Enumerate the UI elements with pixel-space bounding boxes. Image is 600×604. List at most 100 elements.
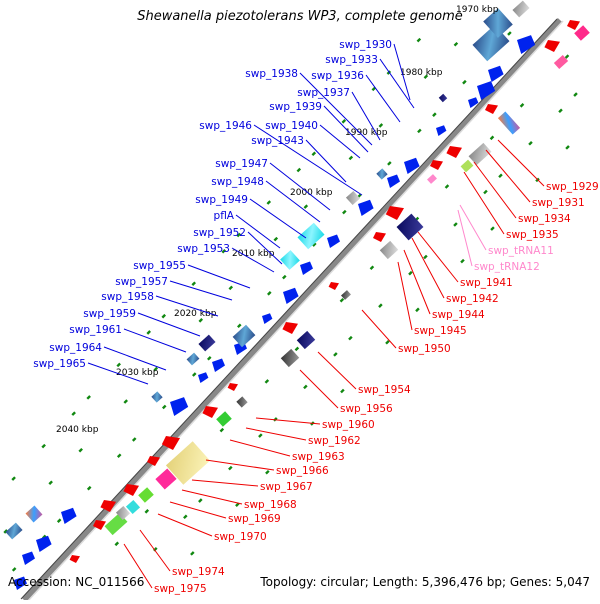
reverse-gene-label[interactable]: swp_1954 — [358, 384, 411, 396]
forward-gene-block — [232, 324, 256, 348]
tick-dot — [311, 151, 317, 157]
forward-gene-label[interactable]: swp_1964 — [49, 342, 102, 354]
scale-label: 1980 kbp — [400, 68, 443, 78]
tick-dot — [228, 465, 233, 471]
reverse-gene-label[interactable]: swp_1945 — [414, 325, 467, 337]
forward-gene-arrow — [36, 535, 52, 552]
tick-dot — [507, 31, 512, 36]
forward-gene-arrow — [22, 551, 35, 565]
trna-gene-label[interactable]: swp_tRNA11 — [488, 245, 554, 257]
reverse-leader-line — [473, 161, 517, 219]
forward-leader-line — [247, 231, 283, 265]
reverse-gene-label[interactable]: swp_1942 — [446, 293, 499, 305]
scale-label: 2000 kbp — [290, 188, 333, 198]
reverse-gene-arrow — [147, 456, 160, 466]
tick-dot — [198, 318, 204, 323]
forward-gene-label[interactable]: swp_1959 — [83, 308, 136, 320]
reverse-gene-arrow — [544, 40, 560, 52]
forward-gene-label[interactable]: swp_1948 — [211, 176, 264, 188]
reverse-leader-line — [229, 439, 291, 457]
reverse-leader-line — [169, 501, 227, 519]
reverse-gene-label[interactable]: swp_1967 — [260, 481, 313, 493]
reverse-gene-block — [115, 505, 131, 521]
forward-gene-label[interactable]: swp_1952 — [193, 227, 246, 239]
forward-gene-label[interactable]: swp_1930 — [339, 39, 392, 51]
reverse-gene-label[interactable]: swp_1974 — [172, 566, 225, 578]
tick-dot — [519, 103, 525, 108]
tick-dot — [116, 362, 121, 368]
reverse-leader-line — [181, 489, 243, 505]
reverse-gene-arrow — [328, 282, 339, 290]
reverse-gene-arrow — [385, 206, 404, 220]
tick-dot — [483, 189, 488, 195]
forward-gene-label[interactable]: swp_1953 — [177, 243, 230, 255]
reverse-gene-label[interactable]: swp_1956 — [340, 403, 393, 415]
backbone-highlight — [26, 20, 564, 603]
reverse-gene-label[interactable]: swp_1941 — [460, 277, 513, 289]
tick-dot — [3, 529, 8, 534]
reverse-gene-label[interactable]: swp_1963 — [292, 451, 345, 463]
forward-gene-label[interactable]: swp_1955 — [133, 260, 186, 272]
forward-gene-label[interactable]: pflA — [214, 210, 235, 222]
gene-labels: swp_1930 swp_1933 swp_1936 swp_1938 swp_1937… — [33, 39, 598, 595]
reverse-gene-label[interactable]: swp_1969 — [228, 513, 281, 525]
reverse-gene-label[interactable]: swp_1950 — [398, 343, 451, 355]
forward-gene-label[interactable]: swp_1936 — [311, 70, 364, 82]
tick-dot — [341, 119, 347, 124]
forward-gene-arrow — [61, 507, 77, 524]
forward-gene-label[interactable]: swp_1957 — [115, 276, 168, 288]
forward-gene-label[interactable]: swp_1961 — [69, 324, 122, 336]
reverse-gene-block — [138, 487, 154, 503]
reverse-gene-label[interactable]: swp_1944 — [432, 309, 485, 321]
scale-label: 2030 kbp — [116, 368, 159, 378]
forward-leader-line — [187, 264, 251, 289]
forward-gene-arrow — [436, 125, 447, 136]
tick-dot — [144, 509, 150, 514]
forward-gene-label[interactable]: swp_1947 — [215, 158, 268, 170]
reverse-gene-label[interactable]: swp_1935 — [506, 229, 559, 241]
feature-blocks — [5, 0, 590, 590]
forward-gene-label[interactable]: swp_1949 — [195, 194, 248, 206]
reverse-gene-arrow — [227, 383, 238, 391]
reverse-gene-label[interactable]: swp_1975 — [154, 583, 207, 595]
reverse-gene-label[interactable]: swp_1968 — [244, 499, 297, 511]
reverse-gene-block — [165, 441, 211, 485]
reverse-leader-line — [255, 417, 321, 425]
forward-gene-label[interactable]: swp_1937 — [297, 87, 350, 99]
tick-dot — [528, 141, 533, 146]
tick-dot — [56, 518, 62, 523]
tick-dot — [565, 145, 570, 150]
forward-gene-arrow — [468, 97, 479, 108]
tick-dot — [303, 384, 308, 390]
trna-gene-label[interactable]: swp_tRNA12 — [474, 261, 540, 273]
forward-gene-label[interactable]: swp_1933 — [325, 54, 378, 66]
tick-dot — [417, 128, 422, 134]
forward-gene-arrow — [488, 65, 504, 82]
forward-gene-label[interactable]: swp_1958 — [101, 291, 154, 303]
tick-dot — [221, 248, 227, 254]
forward-gene-label[interactable]: swp_1946 — [199, 120, 252, 132]
reverse-gene-label[interactable]: swp_1962 — [308, 435, 361, 447]
tick-dot — [573, 92, 578, 97]
forward-gene-label[interactable]: swp_1939 — [269, 101, 322, 113]
forward-gene-label[interactable]: swp_1940 — [265, 120, 318, 132]
reverse-gene-arrow — [430, 160, 443, 170]
tick-dot — [432, 112, 437, 117]
reverse-gene-label[interactable]: swp_1931 — [532, 197, 585, 209]
forward-gene-label[interactable]: swp_1943 — [251, 135, 304, 147]
forward-gene-label[interactable]: swp_1938 — [245, 68, 298, 80]
reverse-gene-arrow — [69, 555, 80, 563]
reverse-gene-label[interactable]: swp_1934 — [518, 213, 571, 225]
reverse-gene-label[interactable]: swp_1960 — [322, 419, 375, 431]
forward-leader-line — [123, 328, 187, 353]
accession-text: Accession: NC_011566 — [8, 575, 145, 589]
tick-dot — [408, 270, 413, 276]
tick-dot — [342, 209, 347, 215]
reverse-gene-block — [216, 411, 232, 427]
reverse-gene-block — [125, 499, 141, 515]
reverse-gene-label[interactable]: swp_1970 — [214, 531, 267, 543]
tick-dot — [453, 41, 459, 47]
forward-gene-label[interactable]: swp_1965 — [33, 358, 86, 370]
reverse-gene-label[interactable]: swp_1929 — [546, 181, 599, 193]
reverse-gene-label[interactable]: swp_1966 — [276, 465, 329, 477]
